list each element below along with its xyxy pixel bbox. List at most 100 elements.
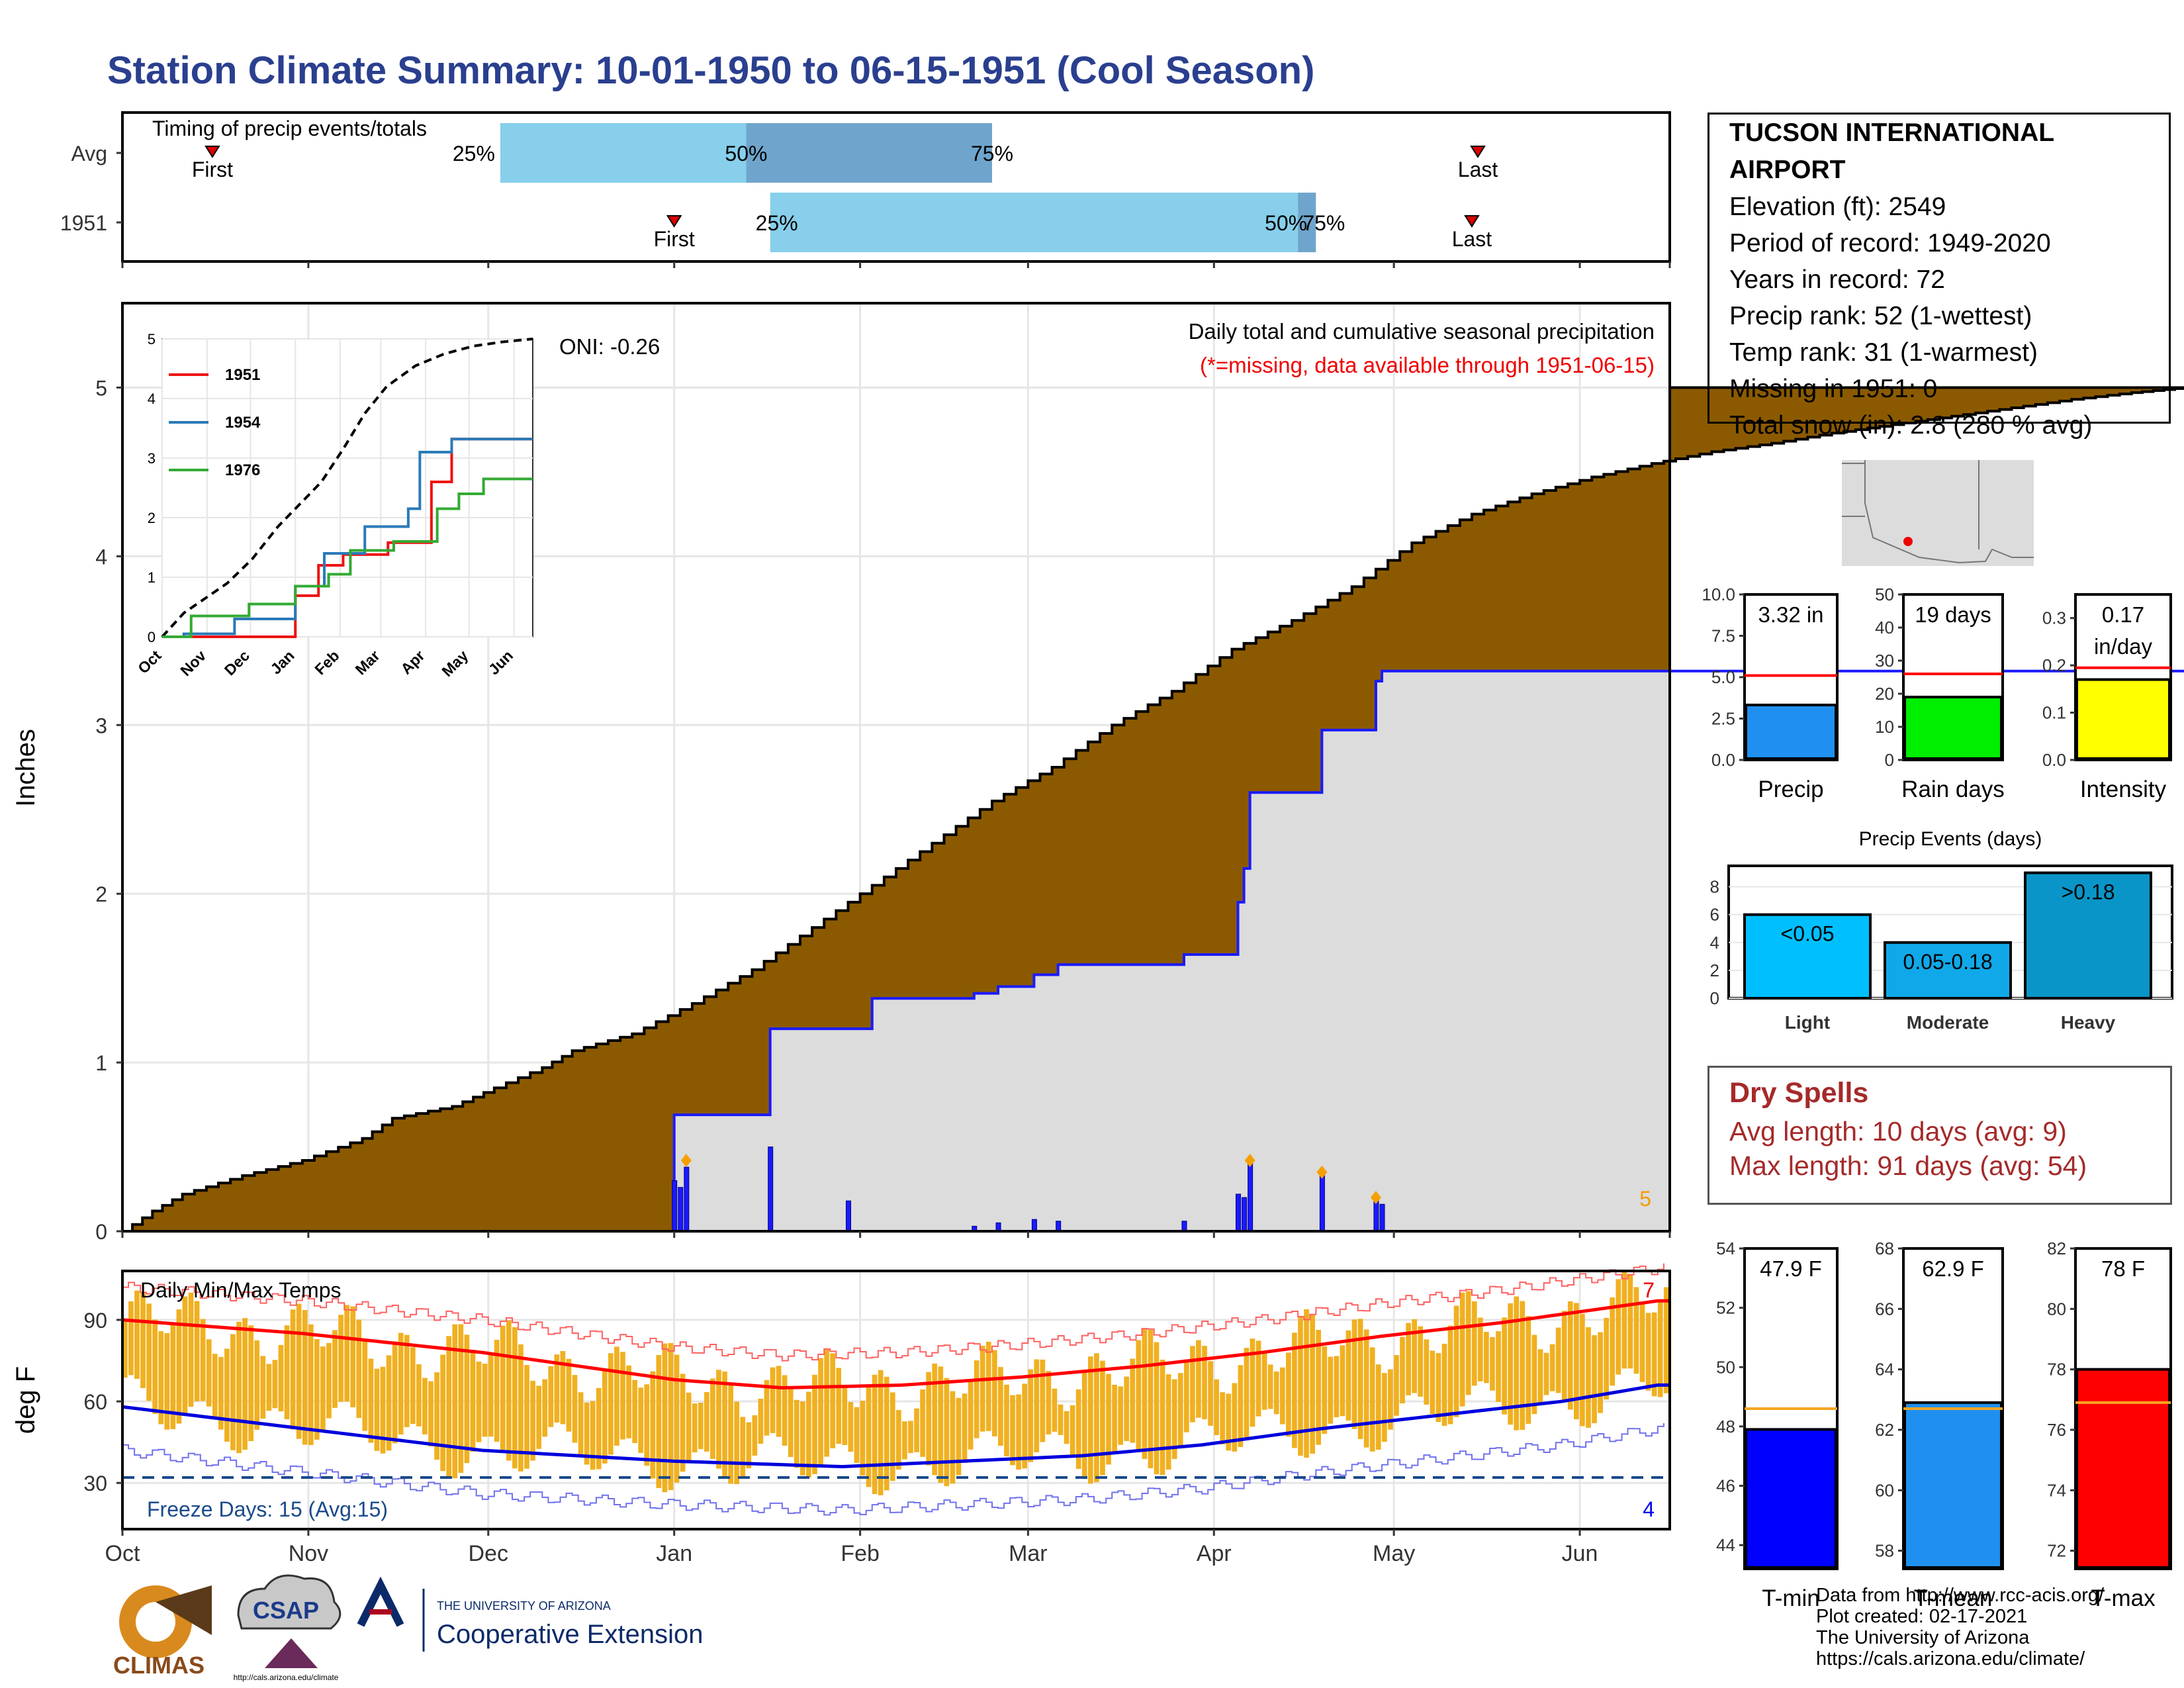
panel-tmin: 44 46 48 50 52 54 47.9 F T-min (1716, 1239, 1839, 1611)
panel-tmax-ytick-label: 82 (2047, 1239, 2066, 1258)
daily-temp-bar (962, 1393, 968, 1463)
daily-temp-bar (1537, 1349, 1543, 1404)
timing-p50-label: 50% (1265, 211, 1307, 235)
month-label: Oct (105, 1541, 140, 1566)
daily-temp-bar (572, 1375, 578, 1443)
daily-temp-bar (1081, 1370, 1087, 1479)
daily-temp-bar (536, 1385, 541, 1449)
events-category-label: Light (1785, 1012, 1830, 1033)
temps-panel: 30 60 90 Oct Nov Dec Jan Feb Mar Apr May Jun Daily … (11, 1263, 1671, 1566)
daily-temp-bar (1304, 1309, 1309, 1458)
daily-temp-bar (842, 1387, 848, 1446)
daily-temp-bar (1286, 1352, 1291, 1437)
daily-temp-bar (1328, 1356, 1334, 1424)
daily-temp-bar (662, 1343, 668, 1493)
daily-temp-bar (506, 1320, 512, 1461)
daily-temp-bar (1112, 1384, 1117, 1454)
daily-temp-bar (974, 1360, 979, 1438)
timing-first-label: First (654, 227, 695, 251)
daily-temp-bar (1250, 1338, 1255, 1427)
daily-temp-bar (1208, 1361, 1213, 1426)
events-title: Precip Events (days) (1859, 828, 2042, 850)
daily-temp-bar (1261, 1351, 1267, 1410)
daily-temp-bar (458, 1324, 464, 1473)
daily-temp-bar (1424, 1339, 1430, 1405)
daily-precip-bar (1236, 1194, 1242, 1232)
daily-temp-bar (1171, 1379, 1177, 1460)
daily-temp-bar (1471, 1301, 1477, 1386)
panel-tmin-ytick-label: 46 (1716, 1476, 1735, 1496)
daily-temp-bar (1592, 1335, 1597, 1423)
panel-tmin-value: 47.9 F (1760, 1256, 1822, 1281)
timing-p25-label: 25% (453, 142, 495, 165)
events-ytick-label: 0 (1710, 988, 1719, 1008)
daily-temp-bar (1148, 1330, 1154, 1469)
events-bar (1884, 941, 2012, 1000)
daily-temp-bar (500, 1325, 506, 1451)
panel-intensity-value: 0.17 (2102, 602, 2144, 627)
daily-temp-bar (1046, 1371, 1052, 1434)
panel-tmax-value: 78 F (2101, 1256, 2145, 1281)
daily-temp-bar (896, 1410, 901, 1470)
daily-precip-bar (1056, 1221, 1062, 1232)
daily-temp-bar (1598, 1332, 1603, 1413)
daily-temp-bar (1574, 1303, 1579, 1420)
panel-tmean: 58 60 62 64 66 68 62.9 F T-mean (1875, 1239, 2004, 1611)
daily-temp-bar (1310, 1315, 1315, 1454)
daily-temp-bar (1165, 1374, 1171, 1470)
daily-temp-bar (290, 1309, 296, 1430)
daily-temp-bar (800, 1401, 805, 1476)
daily-temp-bar (920, 1389, 925, 1457)
daily-temp-bar (560, 1351, 566, 1425)
daily-temp-bar (1202, 1346, 1207, 1420)
daily-temp-bar (1447, 1325, 1453, 1425)
daily-temp-bar (248, 1325, 254, 1442)
daily-temp-bar (938, 1366, 944, 1483)
daily-temp-bar (542, 1379, 548, 1437)
daily-temp-bar (985, 1341, 991, 1431)
avg-tmin-line (122, 1383, 1670, 1469)
daily-precip-bar (684, 1166, 690, 1232)
temps-ytick-label: 60 (83, 1390, 107, 1414)
precip-ytick-label: 4 (95, 545, 107, 569)
daily-temp-bar (1069, 1405, 1075, 1456)
daily-temp-bar (638, 1387, 644, 1453)
daily-temp-bar (1322, 1346, 1328, 1434)
daily-temp-bar (1220, 1392, 1226, 1444)
daily-temp-bar (392, 1341, 398, 1444)
timing-p75-label: 75% (971, 142, 1013, 165)
daily-temp-bar (944, 1378, 950, 1487)
daily-temp-bar (1621, 1270, 1627, 1369)
month-label: Mar (1009, 1541, 1048, 1566)
inset-ytick-label: 3 (148, 450, 156, 467)
events-bar (1743, 913, 1872, 1000)
panel-precip-value: 3.32 in (1758, 602, 1823, 627)
precip-ytick-label: 2 (95, 882, 107, 906)
daily-temp-bar (1604, 1317, 1610, 1400)
inset-ytick-label: 2 (148, 510, 156, 526)
temps-ytick-label: 90 (83, 1309, 107, 1333)
panel-intensity-label: Intensity (2080, 776, 2167, 802)
low-count: 4 (1643, 1497, 1655, 1521)
daily-temp-bar (158, 1331, 164, 1425)
precip-events-chart: Precip Events (days) 0 2 4 6 8 <0.05 Light 0.05-… (1710, 828, 2173, 1033)
daily-temp-bar (1106, 1374, 1111, 1465)
panel-intensity-value-unit: in/day (2094, 634, 2153, 659)
daily-temp-bar (1369, 1347, 1375, 1452)
daily-temp-bar (1094, 1353, 1099, 1483)
panel-precip-ytick-label: 10.0 (1702, 585, 1735, 604)
daily-temp-bar (1580, 1313, 1585, 1427)
daily-temp-bar (1177, 1373, 1183, 1446)
daily-temp-bar (1478, 1317, 1483, 1382)
credit-line: https://cals.arizona.edu/climate/ (1816, 1648, 2085, 1669)
page-title: Station Climate Summary: 10-01-1950 to 0… (107, 49, 1314, 92)
daily-precip-bar (672, 1180, 678, 1232)
daily-temp-bar (1567, 1301, 1573, 1410)
timing-p75-label: 75% (1302, 211, 1345, 235)
events-ytick-label: 4 (1710, 933, 1719, 953)
daily-temp-bar (422, 1378, 428, 1434)
panel-tmax-ytick-label: 76 (2047, 1420, 2066, 1440)
extreme-precip-marker (1370, 1191, 1381, 1205)
